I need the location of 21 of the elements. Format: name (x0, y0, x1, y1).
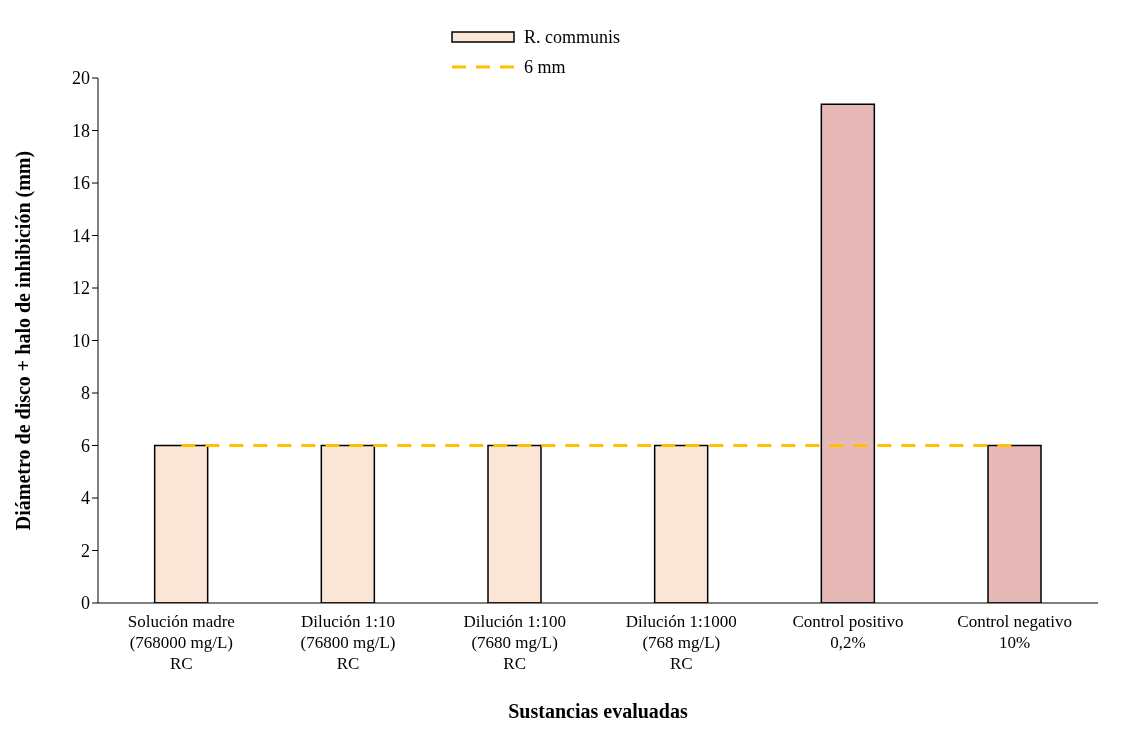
x-tick-label: Control negativo 10% (957, 612, 1073, 652)
y-axis-title: Diámetro de disco + halo de inhibición (mm) (12, 150, 36, 531)
y-tick-label: 18 (72, 120, 90, 141)
y-tick-label: 20 (72, 68, 90, 89)
x-tick-label: Control positivo 0,2% (792, 612, 904, 652)
y-tick-label: 4 (81, 488, 90, 509)
y-tick-label: 2 (81, 540, 90, 561)
legend-label: 6 mm (524, 56, 566, 78)
x-tick-label: Dilución 1:10 (76800 mg/L) RC (300, 612, 396, 673)
x-tick-label: Dilución 1:100 (7680 mg/L) RC (463, 612, 566, 673)
y-tick-label: 12 (72, 278, 90, 299)
y-tick-label: 8 (81, 383, 90, 404)
legend-label: R. communis (524, 26, 621, 48)
x-axis-title: Sustancias evaluadas (508, 700, 688, 722)
x-tick-label: Solución madre (768000 mg/L) RC (127, 612, 235, 673)
y-tick-label: 0 (81, 593, 90, 614)
y-tick-label: 16 (72, 173, 90, 194)
y-tick-label: 14 (72, 225, 90, 246)
y-tick-label: 10 (72, 330, 90, 351)
y-tick-label: 6 (81, 435, 90, 456)
x-tick-label: Dilución 1:1000 (768 mg/L) RC (625, 612, 737, 673)
